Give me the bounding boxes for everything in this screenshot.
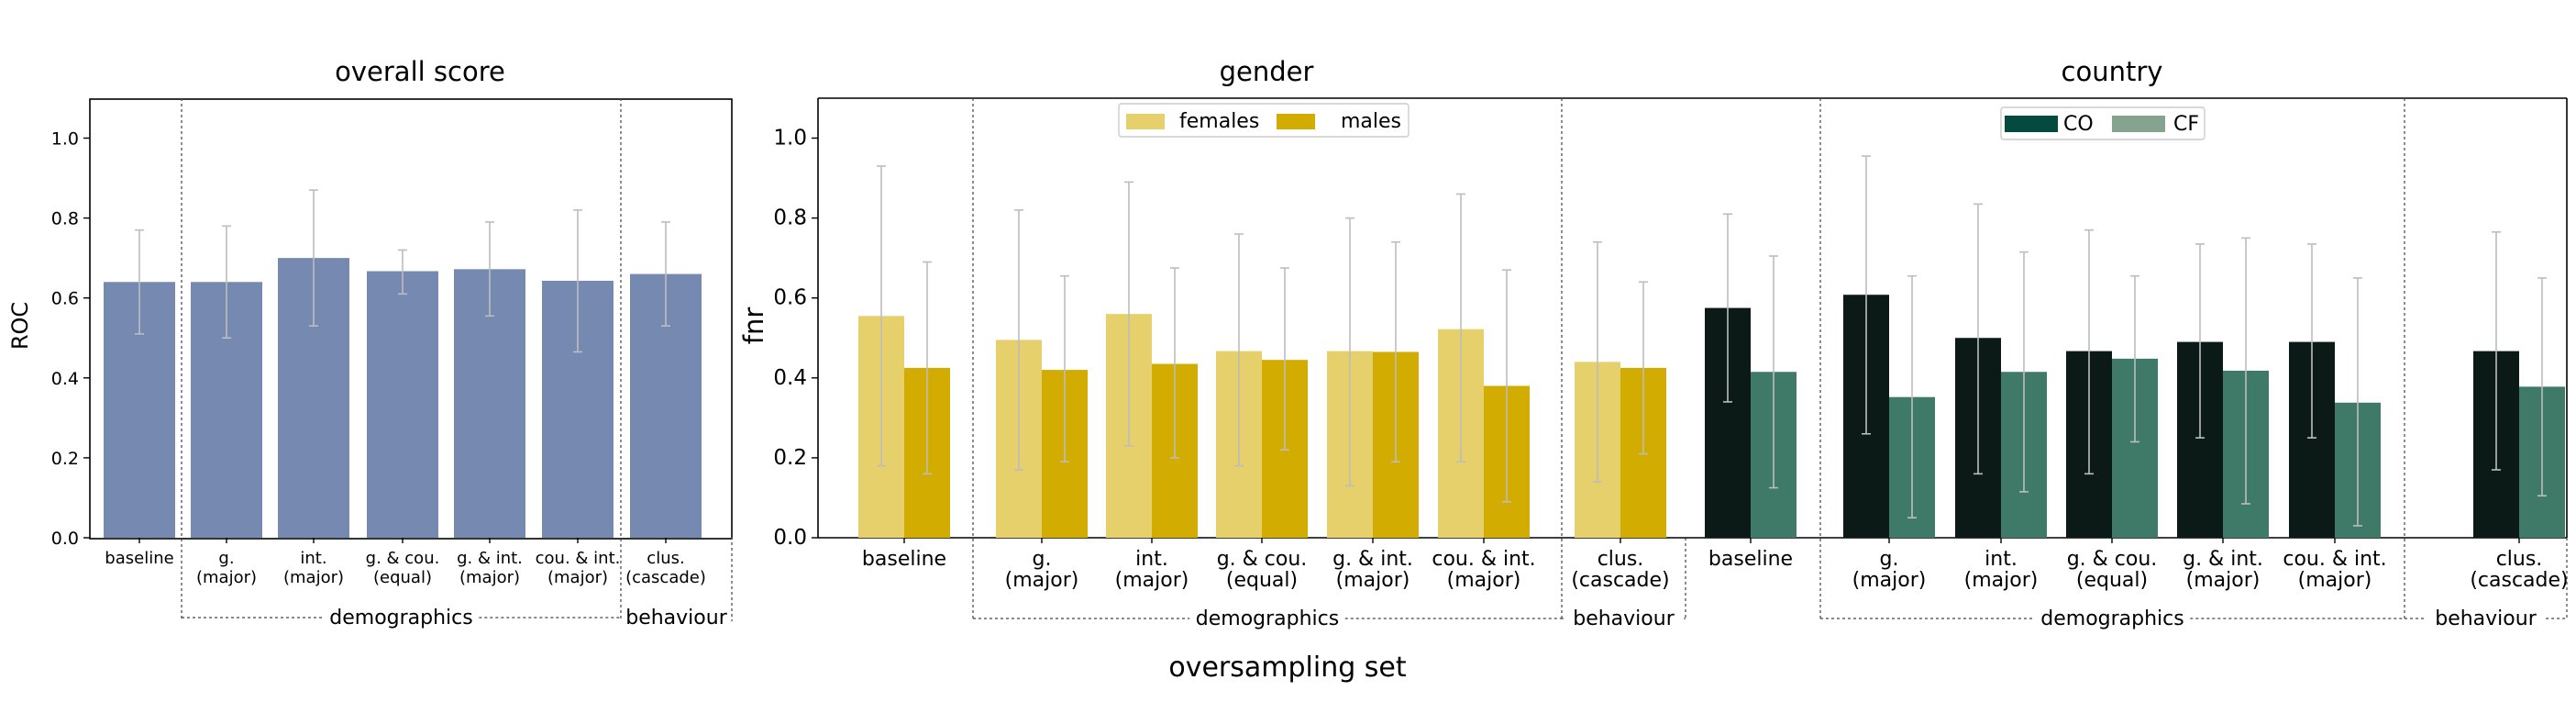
gender-panel: gender fnr 0.0 0.2 0.4 0.6 0.8 1.0 baseline g.(… xyxy=(738,56,1686,630)
gender-ytick-label: 0.2 xyxy=(773,446,807,470)
gender-errorbar-females xyxy=(1456,193,1465,463)
country-category-label: g. (major) xyxy=(1852,548,1927,592)
gender-errorbar-males xyxy=(1170,267,1179,459)
gender-ytick-label: 0.6 xyxy=(773,286,807,310)
overall-score-ytick-label: 0.0 xyxy=(51,529,79,549)
country-group-label-behaviour: behaviour xyxy=(2435,607,2537,630)
overall-score-errorbar-roc xyxy=(398,249,407,295)
overall-score-ytick-label: 0.4 xyxy=(51,369,79,389)
country-errorbar-co xyxy=(2492,231,2501,471)
legend-label-females: females xyxy=(1179,110,1259,133)
gender-ylabel: fnr xyxy=(738,307,769,345)
overall-score-panel: overall score ROC 0.0 0.2 0.4 0.6 0.8 1.0 base… xyxy=(7,56,733,630)
country-title: country xyxy=(2062,56,2163,87)
country-errorbar-co xyxy=(2307,243,2316,439)
legend-label-males: males xyxy=(1341,110,1401,133)
overall-score-axes-frame xyxy=(89,98,733,540)
overall-score-category-label: g. & int. (major) xyxy=(457,549,523,587)
gender-category-label: g. & cou. (equal) xyxy=(1217,548,1308,592)
country-category-label: g. & cou. (equal) xyxy=(2067,548,2158,592)
gender-ytick-label: 0.0 xyxy=(773,526,807,550)
overall-score-group-label-demographics: demographics xyxy=(329,607,472,630)
overall-score-ytick-label: 0.6 xyxy=(51,289,79,309)
country-errorbar-cf xyxy=(2537,277,2547,497)
gender-ytick-label: 0.4 xyxy=(773,366,807,390)
gender-category-label: g. (major) xyxy=(1005,548,1079,592)
overall-score-category-label: clus. (cascade) xyxy=(625,549,706,587)
gender-legend-box xyxy=(1118,103,1410,138)
gender-ytick-label: 1.0 xyxy=(773,127,807,150)
country-category-label: baseline xyxy=(1708,548,1793,571)
gender-category-label: g. & int. (major) xyxy=(1332,548,1413,592)
legend-label-cf: CF xyxy=(2173,113,2199,136)
country-errorbar-cf xyxy=(2353,277,2362,527)
overall-score-bar-roc xyxy=(367,271,438,538)
gender-errorbar-males xyxy=(1502,269,1511,503)
overall-score-ytick-label: 0.2 xyxy=(51,449,79,469)
country-category-label: int. (major) xyxy=(1964,548,2039,592)
country-errorbar-cf xyxy=(1907,274,1917,519)
legend-swatch-co xyxy=(2005,116,2058,132)
gender-errorbar-males xyxy=(1391,240,1400,463)
overall-score-errorbar-roc xyxy=(309,189,318,327)
legend-swatch-cf xyxy=(2112,116,2165,132)
overall-score-errorbar-roc xyxy=(135,228,144,335)
country-legend: CO CF xyxy=(2000,106,2206,140)
country-panel: country baseline g. (major) int. (major) g. &… xyxy=(1686,56,2569,630)
country-category-label: g. & int. (major) xyxy=(2183,548,2263,592)
gender-group-label-behaviour: behaviour xyxy=(1573,607,1675,630)
overall-score-category-label: int. (major) xyxy=(283,549,344,587)
country-errorbar-co xyxy=(1973,203,1983,475)
country-errorbar-co xyxy=(2084,228,2094,475)
country-errorbar-cf xyxy=(2130,274,2139,443)
x-axis-label: oversampling set xyxy=(1168,652,1407,684)
overall-score-errorbar-roc xyxy=(222,225,231,340)
overall-score-ylabel: ROC xyxy=(7,302,33,350)
country-category-label: cou. & int. (major) xyxy=(2283,548,2386,592)
country-errorbar-co xyxy=(2195,243,2205,439)
gender-title: gender xyxy=(1220,56,1314,87)
overall-score-errorbar-roc xyxy=(661,221,670,327)
country-errorbar-co xyxy=(1862,155,1871,435)
overall-score-errorbar-roc xyxy=(485,221,494,318)
gender-errorbar-males xyxy=(1280,267,1289,451)
gender-errorbar-males xyxy=(1639,281,1648,455)
country-errorbar-cf xyxy=(2019,251,2029,493)
gender-errorbar-males xyxy=(923,261,932,475)
gender-errorbar-females xyxy=(1014,209,1023,471)
gender-group-label-demographics: demographics xyxy=(1196,607,1339,630)
gender-errorbar-females xyxy=(877,165,886,467)
gender-errorbar-females xyxy=(1124,181,1133,447)
overall-score-errorbar-roc xyxy=(573,209,582,353)
gender-errorbar-females xyxy=(1234,233,1244,467)
country-errorbar-cf xyxy=(2241,237,2250,505)
gender-errorbar-females xyxy=(1593,240,1602,483)
overall-score-category-label: baseline xyxy=(105,549,173,568)
country-errorbar-co xyxy=(1723,213,1732,403)
overall-score-category-label: cou. & int. (major) xyxy=(536,549,621,587)
overall-score-ytick-label: 1.0 xyxy=(51,129,79,150)
overall-score-group-label-behaviour: behaviour xyxy=(625,607,727,630)
gender-category-label: int. (major) xyxy=(1115,548,1189,592)
overall-score-title: overall score xyxy=(335,56,505,87)
overall-score-category-label: g. & cou. (equal) xyxy=(366,549,440,587)
overall-score-category-label: g. (major) xyxy=(196,549,257,587)
country-errorbar-cf xyxy=(1769,255,1778,489)
gender-category-label: baseline xyxy=(862,548,946,571)
gender-ytick-label: 0.8 xyxy=(773,206,807,230)
gender-legend: females males xyxy=(1118,103,1410,138)
legend-swatch-females xyxy=(1126,114,1165,129)
gender-errorbar-males xyxy=(1060,274,1069,463)
gender-errorbar-females xyxy=(1345,217,1354,487)
country-group-label-demographics: demographics xyxy=(2040,607,2184,630)
legend-swatch-males xyxy=(1277,114,1315,129)
legend-label-co: CO xyxy=(2063,113,2094,136)
overall-score-ytick-label: 0.8 xyxy=(51,209,79,229)
country-category-label: clus. (cascade) xyxy=(2470,548,2568,592)
gender-category-label: cou. & int. (major) xyxy=(1432,548,1535,592)
gender-category-label: clus. (cascade) xyxy=(1571,548,1669,592)
